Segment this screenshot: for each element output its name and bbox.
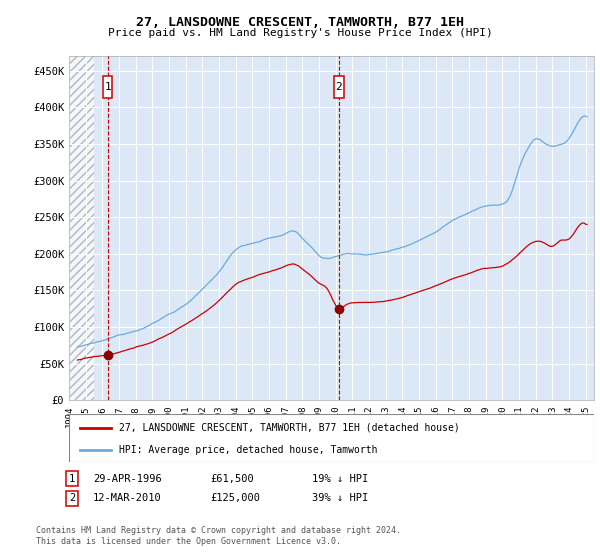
Text: 12-MAR-2010: 12-MAR-2010 <box>93 493 162 503</box>
Bar <box>69 56 94 400</box>
Text: 39% ↓ HPI: 39% ↓ HPI <box>312 493 368 503</box>
Text: £125,000: £125,000 <box>210 493 260 503</box>
Text: This data is licensed under the Open Government Licence v3.0.: This data is licensed under the Open Gov… <box>36 538 341 547</box>
FancyBboxPatch shape <box>103 76 112 98</box>
Text: 1: 1 <box>69 474 75 484</box>
Text: 2: 2 <box>69 493 75 503</box>
FancyBboxPatch shape <box>334 76 344 98</box>
Text: 27, LANSDOWNE CRESCENT, TAMWORTH, B77 1EH (detached house): 27, LANSDOWNE CRESCENT, TAMWORTH, B77 1E… <box>119 423 460 433</box>
FancyBboxPatch shape <box>69 414 594 462</box>
Text: 19% ↓ HPI: 19% ↓ HPI <box>312 474 368 484</box>
Text: 1: 1 <box>104 82 111 92</box>
Text: 27, LANSDOWNE CRESCENT, TAMWORTH, B77 1EH: 27, LANSDOWNE CRESCENT, TAMWORTH, B77 1E… <box>136 16 464 29</box>
Text: Contains HM Land Registry data © Crown copyright and database right 2024.: Contains HM Land Registry data © Crown c… <box>36 526 401 535</box>
Text: 29-APR-1996: 29-APR-1996 <box>93 474 162 484</box>
Text: 2: 2 <box>335 82 343 92</box>
Text: £61,500: £61,500 <box>210 474 254 484</box>
Text: HPI: Average price, detached house, Tamworth: HPI: Average price, detached house, Tamw… <box>119 445 377 455</box>
Text: Price paid vs. HM Land Registry's House Price Index (HPI): Price paid vs. HM Land Registry's House … <box>107 28 493 38</box>
